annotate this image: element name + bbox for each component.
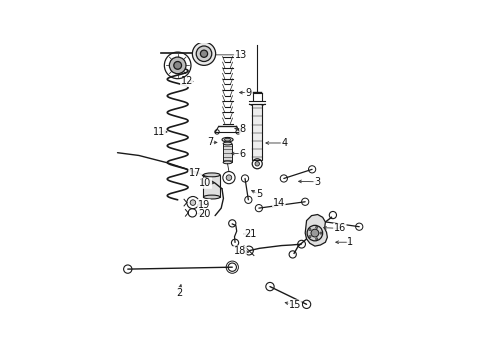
Text: 17: 17 (189, 168, 201, 179)
Ellipse shape (222, 138, 233, 142)
Text: 16: 16 (334, 223, 346, 233)
Text: 5: 5 (256, 189, 262, 199)
Circle shape (309, 235, 311, 238)
Circle shape (200, 50, 208, 57)
Text: 9: 9 (245, 87, 251, 98)
Circle shape (316, 226, 318, 228)
Text: 10: 10 (199, 178, 212, 188)
Circle shape (211, 57, 214, 60)
Circle shape (190, 200, 196, 205)
Circle shape (196, 46, 212, 62)
Text: 8: 8 (240, 123, 246, 134)
Circle shape (255, 162, 259, 166)
Text: 3: 3 (314, 177, 320, 187)
Text: 12: 12 (181, 76, 193, 86)
Ellipse shape (203, 195, 220, 199)
Polygon shape (305, 215, 327, 246)
Text: 20: 20 (198, 209, 210, 219)
Text: 18: 18 (234, 246, 246, 256)
Circle shape (203, 43, 205, 46)
Circle shape (174, 62, 182, 69)
Ellipse shape (223, 161, 232, 164)
Circle shape (226, 175, 232, 180)
Text: 4: 4 (281, 138, 288, 148)
Ellipse shape (224, 138, 231, 141)
Circle shape (203, 62, 205, 64)
Text: 7: 7 (207, 138, 213, 148)
Bar (252, 104, 262, 159)
Circle shape (316, 238, 318, 240)
Ellipse shape (203, 173, 220, 177)
Bar (203, 175, 220, 197)
Circle shape (320, 232, 322, 234)
Circle shape (309, 228, 311, 231)
Text: 13: 13 (235, 50, 247, 60)
Text: 19: 19 (198, 199, 210, 210)
Circle shape (307, 225, 322, 241)
Ellipse shape (223, 142, 232, 145)
Text: 6: 6 (239, 149, 245, 158)
Text: 14: 14 (273, 198, 285, 208)
Circle shape (311, 229, 319, 237)
Text: 2: 2 (176, 288, 182, 298)
Circle shape (193, 42, 216, 66)
Text: 21: 21 (244, 229, 256, 239)
Circle shape (211, 48, 214, 50)
Circle shape (195, 48, 197, 50)
Circle shape (195, 57, 197, 60)
Text: 15: 15 (289, 300, 301, 310)
Circle shape (170, 57, 186, 74)
Text: 1: 1 (347, 237, 353, 247)
Text: 11: 11 (153, 127, 165, 137)
Bar (223, 144, 232, 162)
